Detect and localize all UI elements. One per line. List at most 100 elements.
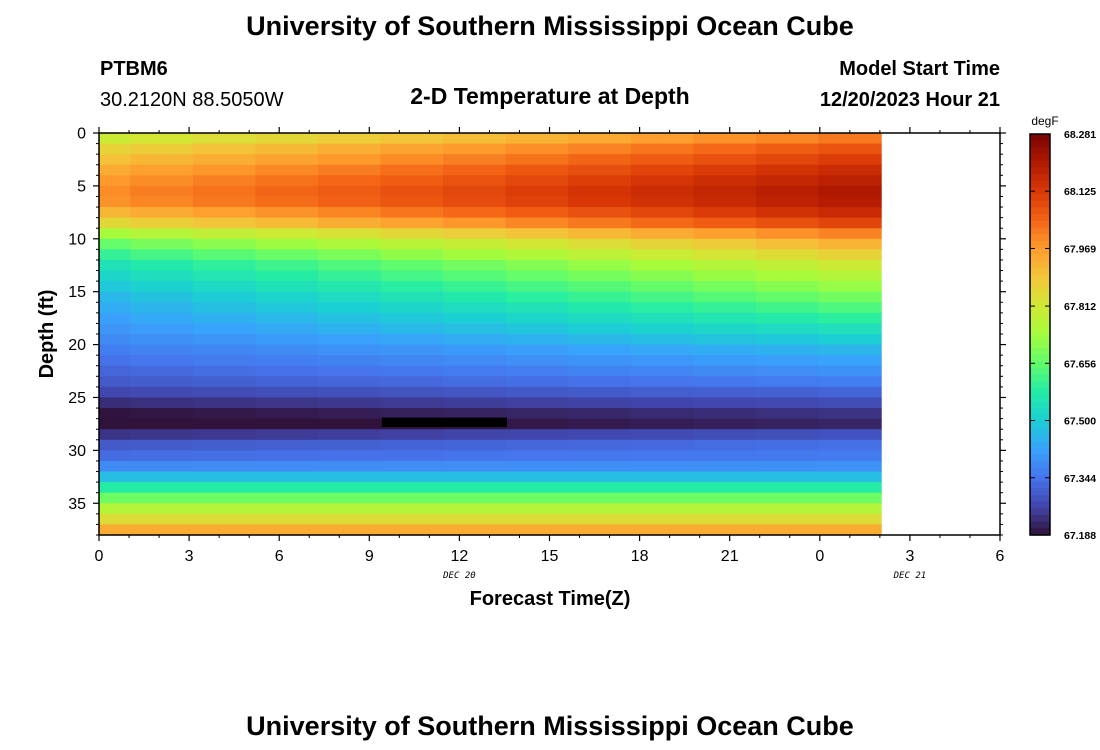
heatmap-cell	[755, 217, 820, 229]
colorbar-segment	[1030, 321, 1050, 329]
heatmap-cell	[255, 450, 319, 462]
heatmap-cell	[130, 439, 194, 451]
heatmap-cell	[99, 524, 131, 536]
heatmap-cell	[568, 513, 632, 526]
heatmap-cell	[99, 196, 131, 208]
heatmap-cell	[255, 471, 319, 483]
x-axis: 0 3 6 9 12 15 18 21 0 3 6 DEC 20 DEC 21	[95, 127, 1005, 581]
heatmap-cell	[693, 185, 757, 198]
heatmap-cell	[630, 217, 695, 229]
heatmap-cell	[818, 503, 882, 515]
heatmap-cell	[192, 482, 257, 494]
heatmap-cell	[317, 270, 382, 282]
heatmap-cell	[505, 228, 569, 240]
heatmap-cell	[130, 418, 194, 430]
heatmap-cell	[568, 133, 632, 145]
heatmap-cell	[568, 334, 632, 346]
heatmap-cell	[630, 133, 695, 145]
heatmap-cell	[255, 259, 319, 272]
colorbar-segment	[1030, 180, 1050, 189]
colorbar-segment	[1030, 160, 1050, 169]
heatmap-cell	[317, 228, 382, 240]
heatmap-cell	[568, 323, 632, 335]
colorbar-segment	[1030, 367, 1050, 376]
x-tick-label: 0	[815, 548, 824, 565]
heatmap-cell	[192, 302, 257, 314]
colorbar-segment	[1030, 421, 1050, 429]
heatmap-cell	[99, 365, 131, 377]
heatmap-cell	[755, 312, 820, 325]
colorbar-segment	[1030, 287, 1050, 295]
heatmap-cell	[192, 217, 257, 229]
heatmap-cell	[380, 365, 444, 377]
heatmap-cell	[630, 355, 695, 367]
colorbar-tick-label: 67.656	[1064, 358, 1096, 370]
heatmap-cell	[99, 513, 131, 526]
heatmap-cell	[818, 471, 882, 483]
heatmap-cell	[505, 302, 569, 314]
heatmap-cell	[755, 154, 820, 166]
heatmap-cell	[130, 323, 194, 335]
heatmap-cell	[818, 460, 882, 473]
heatmap-cell	[380, 270, 444, 282]
heatmap-cell	[130, 249, 194, 261]
heatmap-cell	[443, 439, 507, 451]
heatmap-cell	[505, 524, 569, 536]
heatmap-cell	[317, 513, 382, 526]
heatmap-cell	[317, 238, 382, 250]
heatmap-cell	[568, 365, 632, 377]
colorbar-segment	[1030, 174, 1050, 182]
heatmap-cell	[568, 207, 632, 219]
heatmap-cell	[818, 281, 882, 293]
heatmap-cell	[99, 249, 131, 261]
heatmap-cell	[99, 291, 131, 303]
heatmap-cell	[192, 281, 257, 293]
heatmap-cell	[130, 281, 194, 293]
y-tick-label: 35	[68, 496, 86, 513]
heatmap-cell	[505, 143, 569, 155]
heatmap-cell	[818, 355, 882, 367]
heatmap-cell	[755, 439, 820, 451]
heatmap-cell	[443, 386, 507, 399]
heatmap-cell	[130, 386, 194, 399]
heatmap-cell	[443, 397, 507, 409]
heatmap-cell	[818, 365, 882, 377]
heatmap-cell	[443, 207, 507, 219]
heatmap-cell	[99, 133, 131, 145]
colorbar-segment	[1030, 247, 1050, 255]
heatmap-cell	[568, 450, 632, 462]
heatmap-cell	[130, 503, 194, 515]
heatmap-cell	[505, 270, 569, 282]
heatmap-cell	[630, 513, 695, 526]
heatmap-cell	[505, 482, 569, 494]
heatmap-cell	[505, 376, 569, 388]
colorbar-tick-label: 67.812	[1064, 301, 1096, 313]
heatmap-cell	[693, 492, 757, 504]
heatmap-cell	[255, 323, 319, 335]
heatmap-cell	[380, 259, 444, 272]
heatmap-cell	[505, 259, 569, 272]
heatmap-cell	[693, 228, 757, 240]
heatmap-cell	[505, 386, 569, 399]
heatmap-cell	[630, 524, 695, 536]
heatmap-cell	[317, 418, 382, 430]
heatmap-cell	[630, 291, 695, 303]
heatmap-cell	[818, 418, 882, 430]
heatmap-cell	[255, 524, 319, 536]
heatmap-cell	[380, 386, 444, 399]
heatmap-cell	[693, 154, 757, 166]
colorbar-segment	[1030, 481, 1050, 489]
x-date-label: DEC 21	[893, 571, 927, 581]
heatmap-cell	[443, 365, 507, 377]
heatmap-cell	[630, 302, 695, 314]
heatmap-cell	[130, 302, 194, 314]
heatmap-cell	[630, 418, 695, 430]
heatmap-cell	[192, 312, 257, 325]
heatmap-cell	[255, 228, 319, 240]
heatmap-cell	[693, 238, 757, 250]
heatmap-cell	[255, 207, 319, 219]
heatmap-cell	[693, 471, 757, 483]
heatmap-cell	[99, 376, 131, 388]
heatmap-cell	[755, 302, 820, 314]
heatmap-cell	[818, 143, 882, 155]
